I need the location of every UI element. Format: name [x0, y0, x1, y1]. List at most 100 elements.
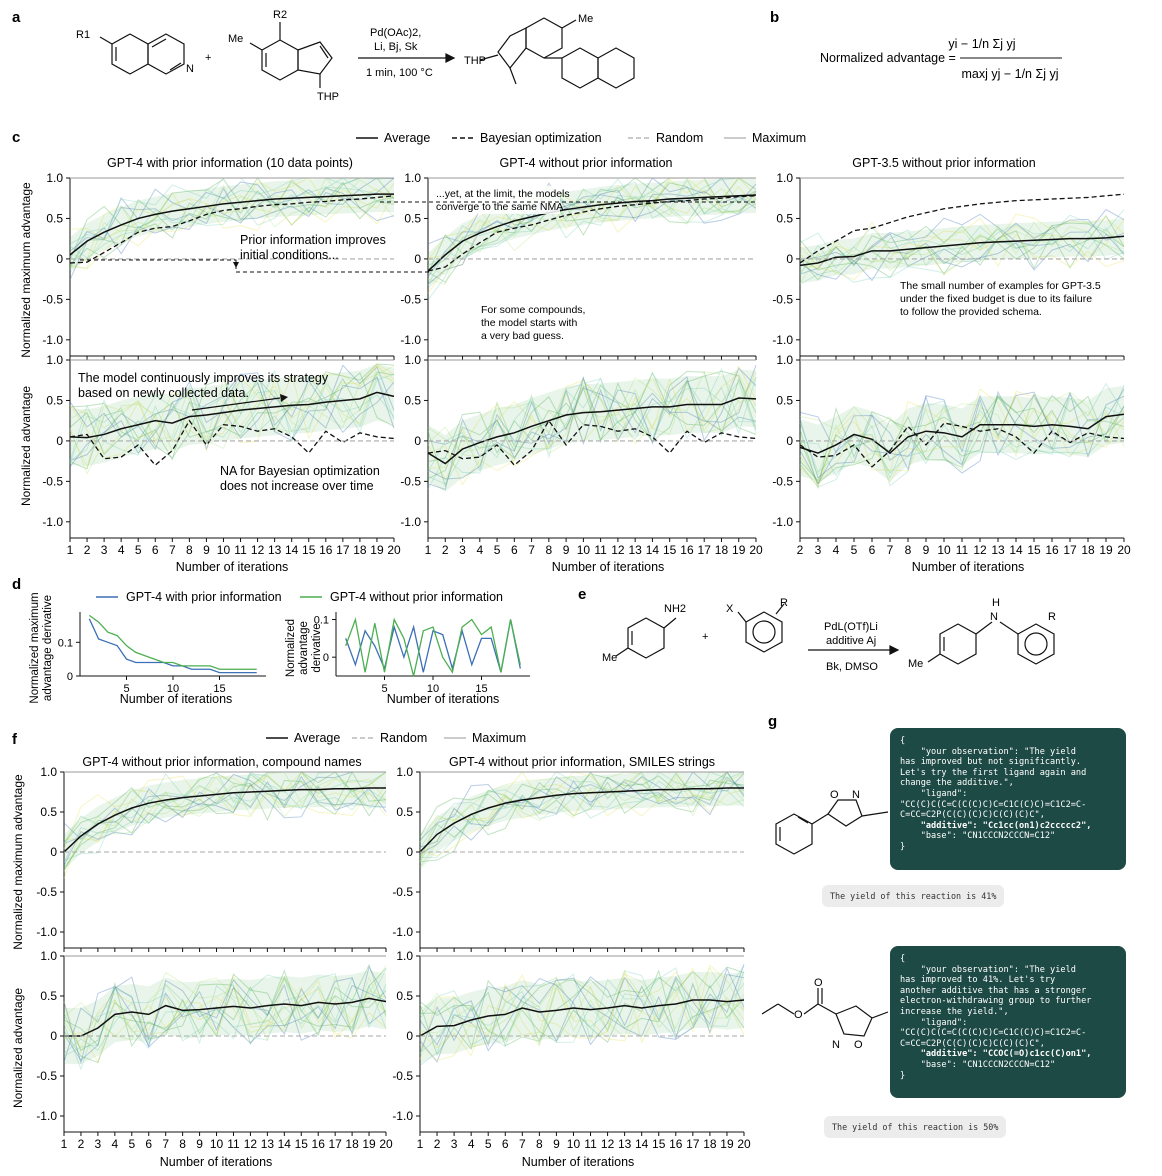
series-bayesian-optimization: [69, 419, 395, 467]
r2-label: R2: [273, 9, 287, 21]
y-tick-label: 0.5: [396, 989, 413, 1003]
compound-trace: [69, 197, 395, 266]
d-ylabel-right-1: Normalized: [285, 619, 297, 677]
thp-product-label: THP: [464, 55, 486, 67]
y-tick-label: 1.0: [404, 353, 421, 367]
x-tick-label: 4: [118, 543, 125, 557]
x-tick-label: 14: [646, 543, 660, 557]
y-tick-label: 1.0: [40, 765, 57, 779]
compound-trace: [63, 967, 387, 1048]
me-label: Me: [228, 33, 243, 45]
x-tick-label: 14: [285, 543, 299, 557]
reagent-e-1: PdL(OTf)Li: [824, 621, 878, 633]
compound-trace: [799, 392, 1125, 482]
panel-c-titles: GPT-4 with prior information (10 data po…: [107, 156, 1036, 170]
panel-label-d: d: [12, 576, 21, 593]
f-title-2: GPT-4 without prior information, SMILES …: [449, 755, 715, 769]
code-line: "ligand":: [900, 1017, 968, 1028]
r1-label: R1: [76, 29, 90, 41]
x-tick-label: 10: [577, 543, 591, 557]
compound-trace: [69, 371, 395, 459]
y-tick-label: -1.0: [400, 333, 421, 347]
panel-label-e: e: [578, 586, 586, 603]
compound-trace: [419, 772, 745, 859]
f-ylabel-top: Normalized maximum advantage: [11, 774, 25, 950]
x-tick-label: 4: [476, 543, 483, 557]
compound-trace: [799, 230, 1125, 285]
x-tick-label: 7: [519, 1137, 526, 1151]
chart-c-bottom-3: -1.0 -0.5 0 0.5 1.0 2 3 4 5 6 7 8 9 10 11 12 13 14 15 16 17 1…: [772, 353, 1131, 557]
x-tick-label: 11: [234, 543, 247, 557]
x-tick-label: 16: [319, 543, 333, 557]
compound-trace: [427, 177, 757, 274]
x-tick-label: 5: [135, 543, 142, 557]
x-tick-label: 6: [869, 543, 876, 557]
compound-trace: [63, 780, 387, 871]
d-ylabel-right-2: advantage: [298, 621, 310, 675]
y-tick-label: 0.5: [396, 805, 413, 819]
compound-trace: [799, 233, 1125, 281]
y-tick-label: -1.0: [36, 925, 57, 939]
annotation-gpt35-2: under the fixed budget is due to its fai…: [900, 293, 1092, 305]
compound-trace: [63, 775, 387, 841]
compound-trace: [799, 391, 1125, 485]
x-tick-label: 15: [302, 543, 316, 557]
legend-d: GPT-4 with prior information GPT-4 witho…: [96, 590, 503, 604]
x-tick-label: 20: [387, 543, 401, 557]
annotation-limit-2: converge to the same NMA.: [436, 201, 566, 213]
x-tick-label: 5: [485, 1137, 492, 1151]
panel-label-c: c: [12, 129, 20, 146]
code-line: another additive that has a stronger: [900, 985, 1087, 996]
compound-trace: [419, 969, 745, 1056]
x-tick-label: 5: [851, 543, 858, 557]
y-tick-label: -1.0: [392, 1109, 413, 1123]
code-line: C=CC=C2P(C(C)(C)C)C(C)(C)C",: [900, 1038, 1045, 1049]
x-tick-label: 5: [494, 543, 501, 557]
y-tick-label: 0.5: [40, 805, 57, 819]
x-tick-label: 19: [732, 543, 746, 557]
x-tick-label: 6: [511, 543, 518, 557]
compound-trace: [63, 974, 387, 1057]
compound-trace: [419, 973, 745, 1063]
compound-trace: [63, 771, 387, 844]
x-tick-label: 1: [417, 1137, 424, 1151]
f-ylabel-bottom: Normalized advantage: [11, 988, 25, 1108]
compound-trace: [63, 771, 386, 840]
compound-trace: [69, 371, 395, 441]
compound-trace: [427, 186, 757, 294]
x-tick-label: 18: [703, 1137, 717, 1151]
legend-f-average-label: Average: [294, 731, 340, 745]
x-tick-label: 2: [84, 543, 91, 557]
nh2-label: NH2: [664, 603, 686, 615]
annotation-improve-2: based on newly collected data.: [78, 386, 249, 400]
improve-arrow: [191, 397, 281, 411]
x-tick-label: 10: [567, 1137, 581, 1151]
x-tick-label: 7: [887, 543, 894, 557]
annotation-gpt35-3: to follow the provided schema.: [900, 306, 1042, 318]
series-average: [69, 193, 394, 256]
compound-trace: [799, 213, 1125, 268]
series-average: [419, 999, 745, 1037]
code-line: }: [900, 841, 906, 852]
compound-trace: [427, 381, 757, 473]
c-ylabel-top: Normalized maximum advantage: [19, 182, 33, 358]
x-tick-label: 10: [167, 683, 179, 695]
compound-trace: [427, 367, 757, 480]
compound-trace: [799, 388, 1125, 485]
compound-trace: [427, 197, 757, 283]
x-tick-label: 5: [381, 683, 387, 695]
x-tick-label: 6: [145, 1137, 152, 1151]
x-tick-label: 3: [459, 543, 466, 557]
x-tick-label: 7: [162, 1137, 169, 1151]
spread-band: [64, 772, 386, 870]
aryl-halide-molecule: [737, 603, 785, 653]
compound-trace: [419, 964, 745, 1054]
x-tick-label: 9: [923, 543, 930, 557]
panel-g-molecule-1: [775, 799, 889, 855]
compound-trace: [799, 229, 1125, 279]
code-line: {: [900, 954, 906, 964]
x-tick-label: 11: [956, 543, 969, 557]
annotation-bad-1: For some compounds,: [481, 304, 585, 316]
compound-trace: [427, 371, 757, 481]
x-tick-label: 18: [345, 1137, 359, 1151]
